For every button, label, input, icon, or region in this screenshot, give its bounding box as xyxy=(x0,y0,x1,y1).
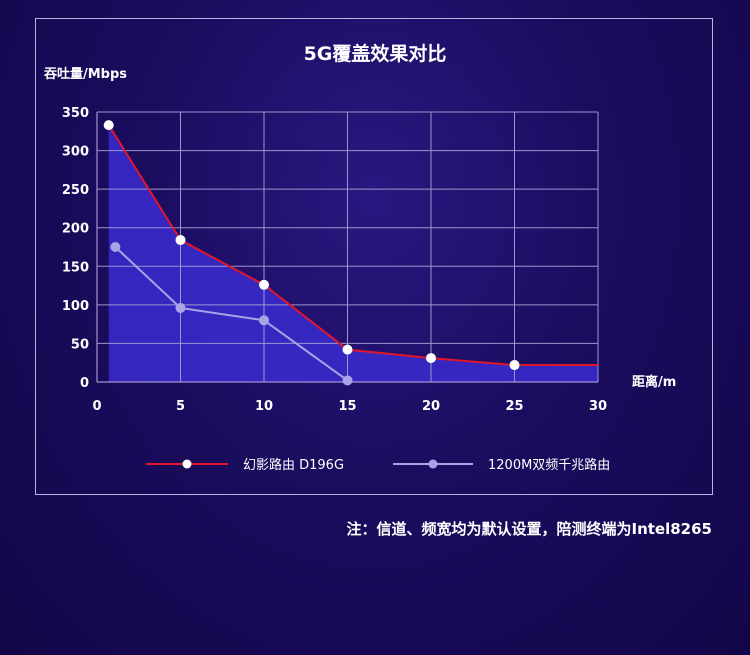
series-line-2 xyxy=(114,246,349,382)
y-tick-label: 200 xyxy=(62,222,89,237)
series-1-point xyxy=(426,353,436,364)
y-tick-label: 50 xyxy=(71,337,89,352)
series-2-point xyxy=(110,242,121,252)
series-1-point xyxy=(175,235,186,246)
series-1-point xyxy=(103,120,114,131)
x-tick-label: 25 xyxy=(505,399,523,414)
x-tick-label: 0 xyxy=(92,399,101,414)
x-tick-label: 15 xyxy=(338,399,356,414)
legend-marker-2 xyxy=(428,459,438,469)
legend-marker-1 xyxy=(182,459,192,469)
series-1-point xyxy=(259,279,269,290)
series-2-point xyxy=(259,315,269,326)
series-1-point xyxy=(342,344,353,355)
y-tick-label: 300 xyxy=(62,145,89,160)
x-tick-label: 20 xyxy=(422,399,440,414)
footnote: 注：信道、频宽均为默认设置，陪测终端为Intel8265 xyxy=(346,520,713,538)
series-2-point xyxy=(342,375,353,386)
series-2-point xyxy=(175,302,186,313)
legend-label-2: 1200M双频千兆路由 xyxy=(488,457,610,473)
chart-title: 5G覆盖效果对比 xyxy=(304,42,447,65)
chart: 5G覆盖效果对比吞吐量/Mbps距离/m05010015020025030035… xyxy=(44,42,676,473)
y-axis-label: 吞吐量/Mbps xyxy=(44,66,127,82)
y-tick-label: 100 xyxy=(62,299,89,314)
x-axis-label: 距离/m xyxy=(632,374,676,390)
series-area-fill xyxy=(108,125,598,382)
x-tick-label: 5 xyxy=(176,399,185,414)
y-tick-label: 250 xyxy=(62,183,89,198)
x-tick-label: 30 xyxy=(589,399,607,414)
x-tick-label: 10 xyxy=(255,399,273,414)
y-tick-label: 0 xyxy=(80,376,89,391)
chart-panel: 5G覆盖效果对比 吞吐量/Mbps 距离/m 0 50 100 150 200 250 300 35… xyxy=(35,18,713,495)
series-1-point xyxy=(509,360,520,371)
y-tick-label: 350 xyxy=(62,106,89,121)
legend-label-1: 幻影路由 D196G xyxy=(243,457,344,473)
y-tick-label: 150 xyxy=(62,260,89,275)
